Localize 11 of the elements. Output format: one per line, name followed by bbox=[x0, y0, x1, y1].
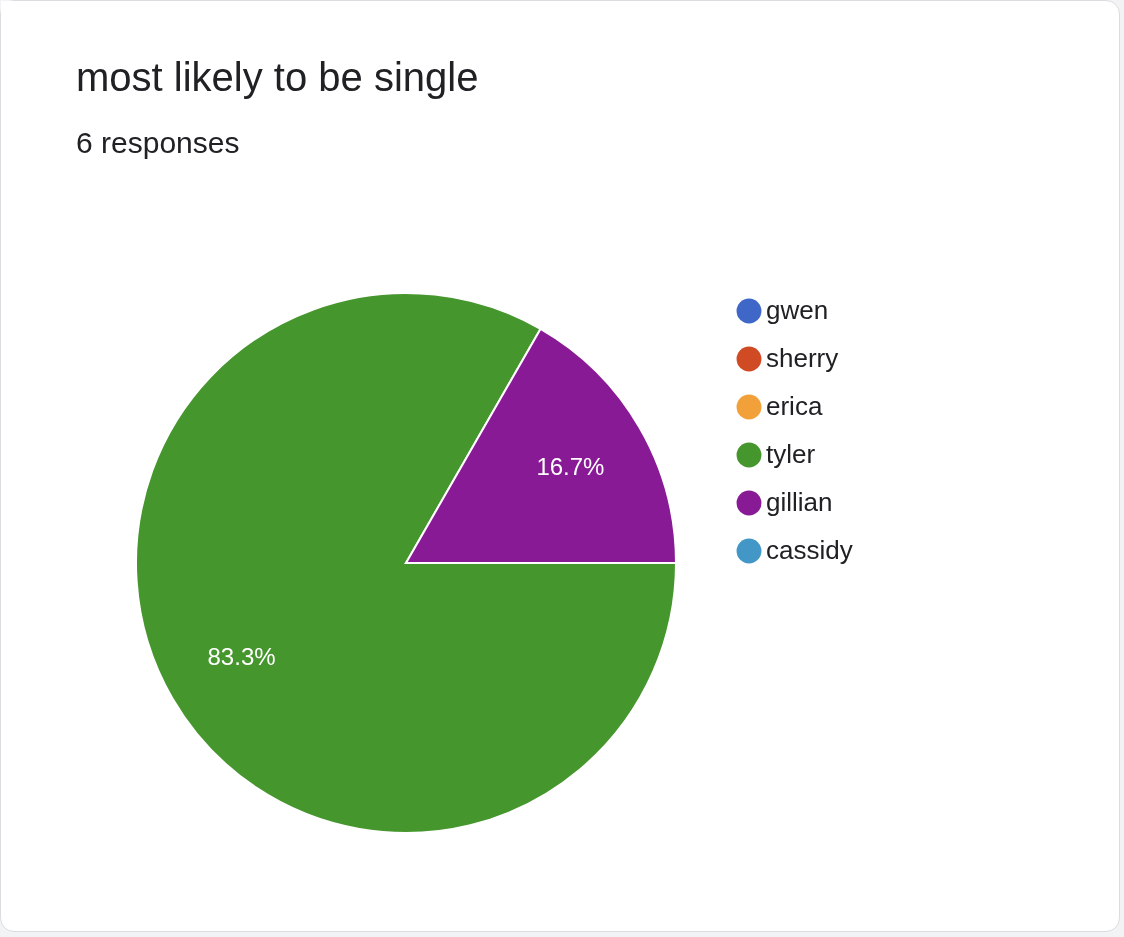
data-label: 16.7% bbox=[536, 452, 605, 480]
data-label: 83.3% bbox=[207, 643, 276, 671]
legend-label: erica bbox=[766, 391, 823, 421]
pie-slice bbox=[135, 292, 677, 834]
legend-label: gwen bbox=[766, 295, 829, 325]
legend-label: gillian bbox=[766, 487, 833, 517]
legend-label: cassidy bbox=[766, 535, 853, 565]
chart-title: most likely to be single bbox=[76, 55, 479, 99]
legend-label: sherry bbox=[766, 343, 839, 373]
legend-label: tyler bbox=[766, 439, 816, 469]
chart-subtitle: 6 responses bbox=[76, 126, 240, 159]
